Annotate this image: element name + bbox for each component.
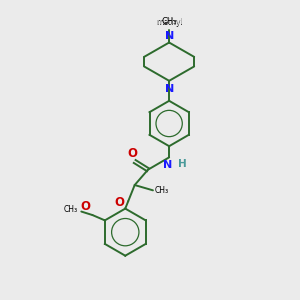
Text: N: N (164, 84, 174, 94)
Text: O: O (80, 200, 90, 213)
Text: methyl: methyl (157, 18, 183, 27)
Text: O: O (127, 147, 137, 160)
Text: CH₃: CH₃ (161, 17, 177, 26)
Text: CH₃: CH₃ (155, 186, 169, 195)
Text: O: O (115, 196, 125, 209)
Text: H: H (178, 159, 187, 169)
Text: N: N (164, 31, 174, 41)
Text: N: N (163, 160, 172, 170)
Text: methyl: methyl (156, 17, 182, 26)
Text: CH₃: CH₃ (64, 205, 78, 214)
